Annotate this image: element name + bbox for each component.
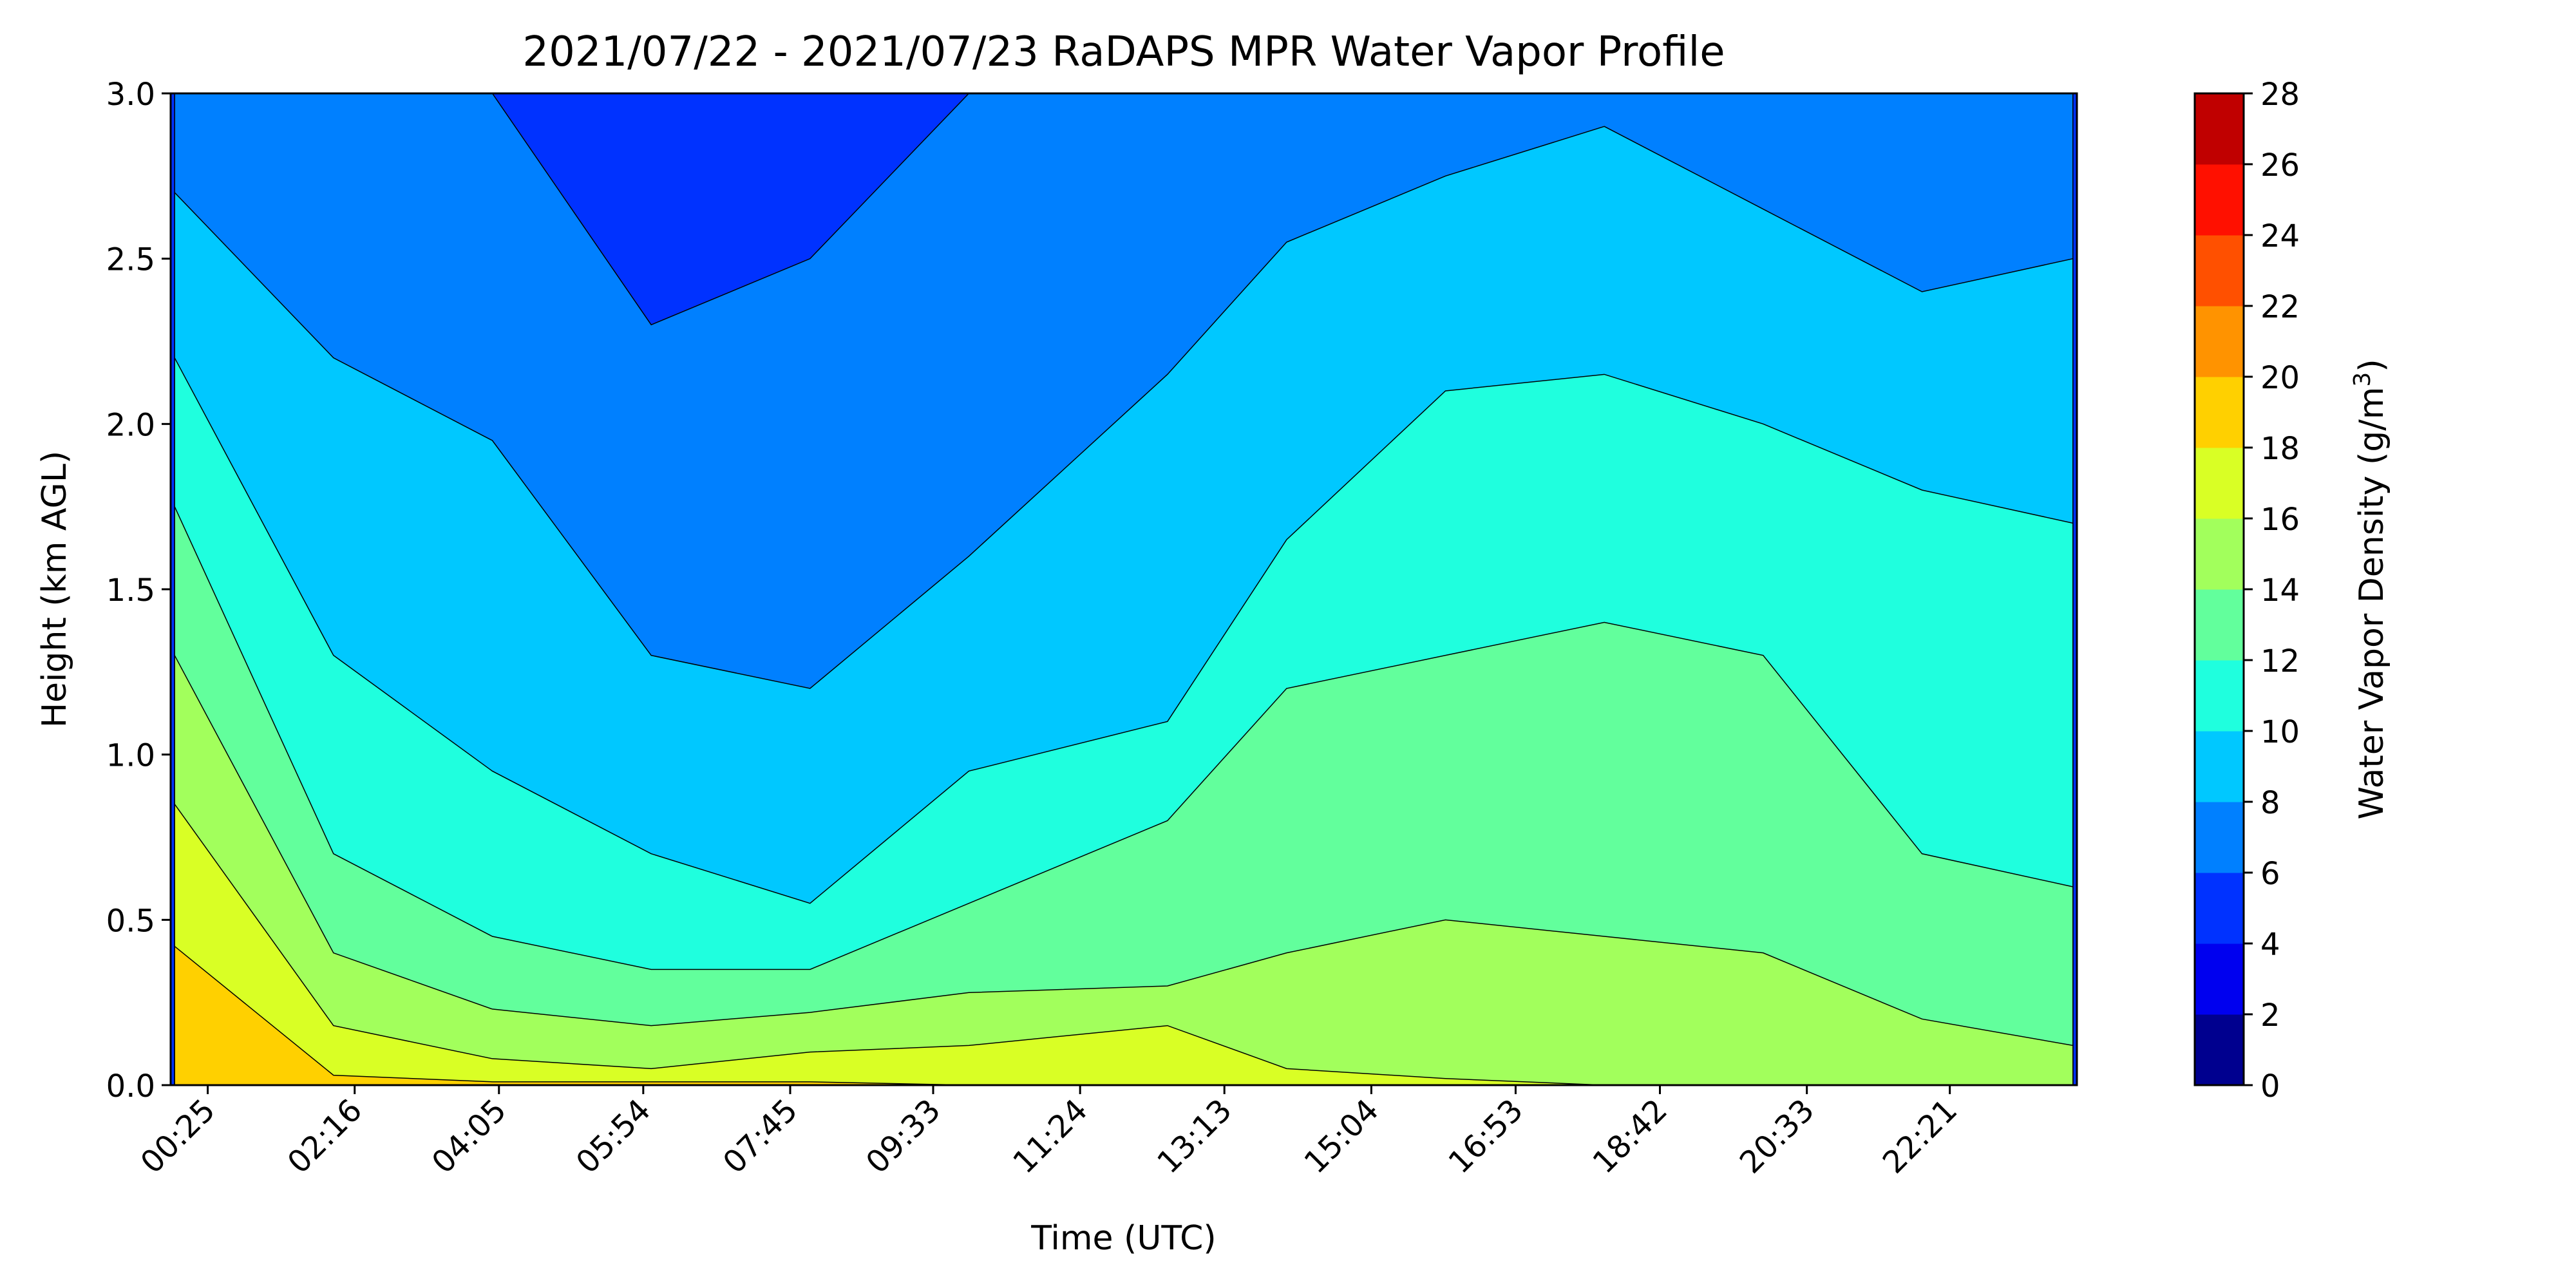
contour-band-18 <box>174 945 2073 1085</box>
colorbar-tick-label: 8 <box>2260 785 2280 821</box>
colorbar-tick-label: 18 <box>2260 431 2300 467</box>
contour-plot-area <box>169 92 2078 1086</box>
y-axis: 0.0 0.5 1.0 1.5 2.0 2.5 3.0 <box>106 77 171 1104</box>
x-tick-label: 13:13 <box>1150 1092 1238 1180</box>
colorbar-swatch <box>2195 943 2244 1015</box>
contour-fills <box>171 93 2077 1085</box>
y-tick-label: 2.5 <box>106 242 155 278</box>
x-tick-label: 22:21 <box>1876 1092 1964 1180</box>
y-tick-label: 0.0 <box>106 1068 155 1104</box>
x-tick-label: 07:45 <box>716 1092 804 1180</box>
colorbar-tick-label: 2 <box>2260 998 2280 1034</box>
x-tick-label: 02:16 <box>281 1092 369 1180</box>
colorbar-label-end: ) <box>2353 359 2391 372</box>
contour-band-16 <box>174 802 2073 1085</box>
y-tick-label: 1.5 <box>106 573 155 609</box>
colorbar-swatch <box>2195 802 2244 873</box>
x-tick-label: 11:24 <box>1006 1092 1094 1180</box>
colorbar-tick-label: 10 <box>2260 714 2300 750</box>
colorbar-tick-label: 6 <box>2260 856 2280 892</box>
colorbar-tick-label: 16 <box>2260 502 2300 538</box>
colorbar-swatch <box>2195 1014 2244 1086</box>
y-tick-label: 1.0 <box>106 738 155 774</box>
colorbar-tick-label: 28 <box>2260 77 2300 113</box>
x-axis: 00:25 02:16 04:05 05:54 07:45 09:33 11:24 13:13… <box>134 1085 1964 1180</box>
colorbar-swatch <box>2195 518 2244 590</box>
colorbar-tick-label: 12 <box>2260 643 2300 679</box>
x-tick-label: 09:33 <box>859 1092 947 1180</box>
colorbar-tick-label: 24 <box>2260 218 2300 254</box>
y-tick-label: 3.0 <box>106 77 155 113</box>
colorbar-swatch <box>2195 589 2244 661</box>
x-tick-label: 20:33 <box>1733 1092 1821 1180</box>
colorbar-tick-label: 4 <box>2260 927 2280 963</box>
contour-band-14 <box>174 655 2074 1085</box>
colorbar-swatch <box>2195 873 2244 944</box>
chart-title: 2021/07/22 - 2021/07/23 RaDAPS MPR Water… <box>522 28 1725 76</box>
x-axis-label: Time (UTC) <box>1030 1219 1216 1258</box>
colorbar-tick-label: 14 <box>2260 573 2300 609</box>
x-tick-label: 00:25 <box>134 1092 222 1180</box>
colorbar-tick-label: 0 <box>2260 1068 2280 1104</box>
x-tick-label: 15:04 <box>1297 1092 1385 1180</box>
y-tick-label: 0.5 <box>106 903 155 939</box>
x-tick-label: 16:53 <box>1442 1092 1530 1180</box>
colorbar-tick-label: 22 <box>2260 289 2300 325</box>
colorbar-tick-label: 26 <box>2260 147 2300 184</box>
x-tick-label: 18:42 <box>1586 1092 1674 1180</box>
colorbar-swatch <box>2195 377 2244 448</box>
colorbar-swatch <box>2195 731 2244 802</box>
colorbar-swatch <box>2195 93 2244 165</box>
x-tick-label: 04:05 <box>425 1092 513 1180</box>
colorbar-swatch <box>2195 448 2244 519</box>
colorbar-label-main: Water Vapor Density (g/m <box>2353 387 2391 820</box>
colorbar-swatch <box>2195 164 2244 236</box>
colorbar-label: Water Vapor Density (g/m3) <box>2349 359 2391 819</box>
y-axis-label: Height (km AGL) <box>35 451 74 728</box>
colorbar-swatch <box>2195 306 2244 377</box>
x-tick-label: 05:54 <box>569 1092 658 1180</box>
y-tick-label: 2.0 <box>106 407 155 443</box>
colorbar-swatch <box>2195 235 2244 307</box>
colorbar-tick-label: 20 <box>2260 360 2300 396</box>
colorbar-swatch <box>2195 660 2244 732</box>
colorbar-label-superscript: 3 <box>2349 372 2376 387</box>
